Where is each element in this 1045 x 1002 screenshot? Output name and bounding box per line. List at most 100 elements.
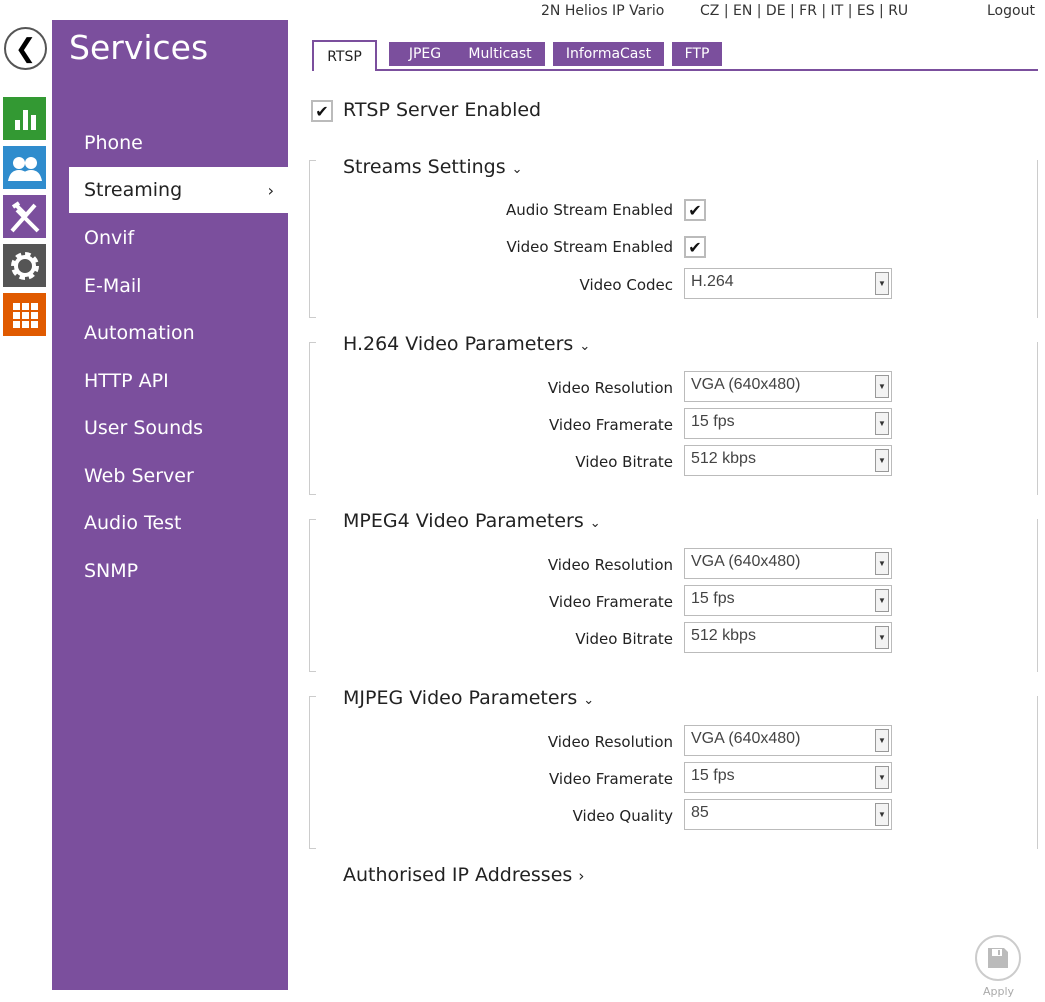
audio-stream-checkbox[interactable]: ✔ (684, 199, 706, 221)
sidebar-item-email[interactable]: E-Mail (69, 263, 288, 309)
h264-group (309, 342, 1038, 495)
mpeg4-framerate-select[interactable]: 15 fps ▼ (684, 585, 892, 616)
tab-informacast[interactable]: InformaCast (553, 42, 664, 66)
mjpeg-quality-label: Video Quality (572, 807, 673, 825)
section-title: Streams Settings (343, 156, 506, 178)
back-arrow-icon[interactable]: ❮ (4, 27, 47, 70)
users-icon[interactable] (3, 146, 46, 189)
language-selector[interactable]: CZ | EN | DE | FR | IT | ES | RU (700, 3, 909, 19)
tab-jpeg[interactable]: JPEG (389, 42, 461, 66)
sidebar-item-label: Onvif (84, 227, 135, 249)
device-name: 2N Helios IP Vario (541, 3, 665, 19)
sidebar-item-label: Automation (84, 322, 195, 344)
select-value: 15 fps (691, 590, 735, 607)
chevron-down-icon: ⌄ (511, 162, 523, 177)
sidebar-item-label: SNMP (84, 560, 139, 582)
tab-bar: RTSP JPEG Multicast InformaCast FTP (312, 40, 1038, 71)
select-value: 512 kbps (691, 627, 756, 644)
sidebar-item-snmp[interactable]: SNMP (69, 548, 288, 594)
mjpeg-resolution-select[interactable]: VGA (640x480) ▼ (684, 725, 892, 756)
select-value: VGA (640x480) (691, 553, 801, 570)
apps-grid-icon[interactable] (3, 293, 46, 336)
mpeg4-resolution-label: Video Resolution (547, 556, 673, 574)
h264-header[interactable]: H.264 Video Parameters ⌄ (343, 333, 590, 355)
mpeg4-bitrate-select[interactable]: 512 kbps ▼ (684, 622, 892, 653)
h264-framerate-label: Video Framerate (549, 416, 673, 434)
sidebar-item-user-sounds[interactable]: User Sounds (69, 405, 288, 451)
authorised-ip-header[interactable]: Authorised IP Addresses › (343, 864, 584, 886)
audio-stream-label: Audio Stream Enabled (505, 201, 673, 219)
h264-resolution-select[interactable]: VGA (640x480) ▼ (684, 371, 892, 402)
streams-settings-group (309, 160, 1038, 318)
mjpeg-resolution-label: Video Resolution (547, 733, 673, 751)
mpeg4-resolution-select[interactable]: VGA (640x480) ▼ (684, 548, 892, 579)
h264-framerate-select[interactable]: 15 fps ▼ (684, 408, 892, 439)
sidebar-item-web-server[interactable]: Web Server (69, 453, 288, 499)
dropdown-arrow-icon: ▼ (875, 729, 889, 752)
mjpeg-group (309, 696, 1038, 849)
chevron-down-icon: ⌄ (589, 516, 601, 531)
sidebar-title: Services (69, 28, 209, 67)
sidebar-item-label: Web Server (84, 465, 194, 487)
chevron-right-icon: › (578, 867, 585, 885)
services-sidebar: Services Phone Streaming › Onvif E-Mail A… (52, 20, 288, 990)
h264-bitrate-select[interactable]: 512 kbps ▼ (684, 445, 892, 476)
sidebar-item-streaming[interactable]: Streaming › (69, 167, 288, 213)
rtsp-server-enabled-checkbox[interactable]: ✔ (311, 100, 333, 122)
video-stream-label: Video Stream Enabled (506, 238, 673, 256)
apply-button[interactable] (975, 935, 1021, 981)
video-codec-label: Video Codec (579, 276, 673, 294)
dropdown-arrow-icon: ▼ (875, 626, 889, 649)
dropdown-arrow-icon: ▼ (875, 375, 889, 398)
chevron-down-icon: ⌄ (583, 693, 595, 708)
status-chart-icon[interactable] (3, 97, 46, 140)
mjpeg-header[interactable]: MJPEG Video Parameters ⌄ (343, 687, 594, 709)
sidebar-item-label: Audio Test (84, 512, 182, 534)
video-codec-select[interactable]: H.264 ▼ (684, 268, 892, 299)
section-title: Authorised IP Addresses (343, 864, 573, 886)
select-value: 512 kbps (691, 450, 756, 467)
section-title: H.264 Video Parameters (343, 333, 574, 355)
tab-rtsp[interactable]: RTSP (312, 40, 377, 71)
mpeg4-framerate-label: Video Framerate (549, 593, 673, 611)
sidebar-item-label: Streaming (84, 179, 183, 201)
select-value: VGA (640x480) (691, 376, 801, 393)
sidebar-item-label: User Sounds (84, 417, 204, 439)
tools-icon[interactable] (3, 195, 46, 238)
logout-link[interactable]: Logout (987, 3, 1035, 19)
chevron-right-icon: › (267, 180, 274, 200)
sidebar-item-phone[interactable]: Phone (69, 120, 288, 166)
select-value: 15 fps (691, 413, 735, 430)
chevron-down-icon: ⌄ (579, 339, 591, 354)
sidebar-item-label: E-Mail (84, 275, 142, 297)
video-stream-checkbox[interactable]: ✔ (684, 236, 706, 258)
mpeg4-group (309, 519, 1038, 672)
select-value: 15 fps (691, 767, 735, 784)
settings-gear-icon[interactable] (3, 244, 46, 287)
sidebar-item-label: HTTP API (84, 370, 169, 392)
sidebar-item-audio-test[interactable]: Audio Test (69, 500, 288, 546)
mpeg4-header[interactable]: MPEG4 Video Parameters ⌄ (343, 510, 601, 532)
tab-ftp[interactable]: FTP (672, 42, 722, 66)
apply-label: Apply (983, 985, 1015, 998)
mjpeg-framerate-select[interactable]: 15 fps ▼ (684, 762, 892, 793)
dropdown-arrow-icon: ▼ (875, 412, 889, 435)
select-value: VGA (640x480) (691, 730, 801, 747)
mjpeg-quality-select[interactable]: 85 ▼ (684, 799, 892, 830)
select-value: H.264 (691, 273, 734, 290)
sidebar-item-label: Phone (84, 132, 143, 154)
h264-bitrate-label: Video Bitrate (575, 453, 673, 471)
sidebar-item-automation[interactable]: Automation (69, 310, 288, 356)
sidebar-item-onvif[interactable]: Onvif (69, 215, 288, 261)
section-title: MPEG4 Video Parameters (343, 510, 584, 532)
tab-multicast[interactable]: Multicast (455, 42, 545, 66)
dropdown-arrow-icon: ▼ (875, 589, 889, 612)
dropdown-arrow-icon: ▼ (875, 552, 889, 575)
rtsp-server-enabled-label: RTSP Server Enabled (343, 99, 542, 121)
streams-settings-header[interactable]: Streams Settings ⌄ (343, 156, 523, 178)
dropdown-arrow-icon: ▼ (875, 803, 889, 826)
section-title: MJPEG Video Parameters (343, 687, 578, 709)
select-value: 85 (691, 804, 709, 821)
h264-resolution-label: Video Resolution (547, 379, 673, 397)
sidebar-item-http-api[interactable]: HTTP API (69, 358, 288, 404)
